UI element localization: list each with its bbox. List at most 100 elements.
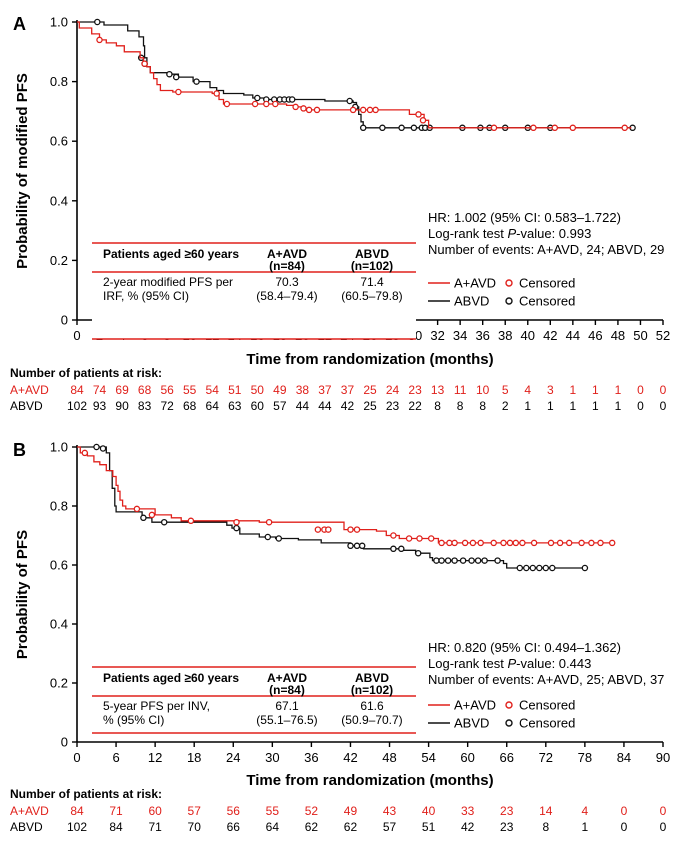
risk-count-abvd: 0 bbox=[621, 820, 628, 834]
table-col1-n: (n=84) bbox=[269, 259, 305, 273]
x-tick-label: 6 bbox=[112, 750, 119, 765]
risk-count-abvd: 1 bbox=[592, 399, 599, 413]
risk-count-abvd: 23 bbox=[500, 820, 514, 834]
censor-mark-abvd bbox=[93, 443, 100, 451]
risk-count-avd: 56 bbox=[227, 804, 241, 818]
x-tick-label: 38 bbox=[498, 328, 512, 343]
risk-count-abvd: 57 bbox=[273, 399, 287, 413]
p-symbol: P bbox=[508, 226, 517, 241]
table-row-label: % (95% CI) bbox=[103, 713, 164, 727]
risk-count-avd: 84 bbox=[70, 804, 84, 818]
hr-text: HR: 0.820 (95% CI: 0.494–1.362) bbox=[428, 640, 621, 655]
table-col2-ci: (50.9–70.7) bbox=[341, 713, 402, 727]
risk-count-abvd: 66 bbox=[227, 820, 241, 834]
legend-censored-avd: Censored bbox=[519, 276, 575, 291]
logrank-text: Log-rank test P-value: 0.443 bbox=[428, 656, 591, 671]
censor-mark-avd bbox=[213, 90, 220, 97]
censor-mark-avd bbox=[530, 539, 538, 547]
censor-mark-abvd bbox=[166, 70, 173, 78]
legend-censor-avd bbox=[505, 279, 513, 287]
censor-mark-abvd bbox=[99, 445, 107, 452]
risk-count-avd: 69 bbox=[115, 383, 129, 397]
table-row-label: 2-year modified PFS per bbox=[103, 275, 233, 289]
risk-count-avd: 49 bbox=[344, 804, 358, 818]
table-header: Patients aged ≥60 years bbox=[103, 247, 239, 261]
censor-mark-abvd bbox=[398, 545, 405, 553]
censor-mark-avd bbox=[477, 539, 484, 547]
x-tick-label: 84 bbox=[617, 750, 631, 765]
censor-mark-abvd bbox=[549, 564, 556, 572]
censor-mark-avd bbox=[325, 526, 332, 533]
censor-mark-abvd bbox=[346, 97, 353, 105]
risk-count-avd: 43 bbox=[383, 804, 397, 818]
events-text: Number of events: A+AVD, 24; ABVD, 29 bbox=[428, 242, 664, 257]
censor-mark-avd bbox=[372, 106, 379, 114]
risk-count-avd: 24 bbox=[386, 383, 400, 397]
risk-count-abvd: 51 bbox=[422, 820, 436, 834]
censor-mark-avd bbox=[569, 124, 577, 132]
risk-count-abvd: 102 bbox=[67, 399, 87, 413]
x-tick-label: 48 bbox=[611, 328, 625, 343]
risk-count-avd: 54 bbox=[206, 383, 220, 397]
censor-mark-avd bbox=[313, 106, 321, 114]
censor-mark-abvd bbox=[474, 557, 482, 564]
censor-mark-avd bbox=[292, 103, 299, 111]
censor-mark-avd bbox=[349, 106, 357, 114]
censor-mark-avd bbox=[272, 100, 279, 108]
logrank-prefix: Log-rank test bbox=[428, 226, 508, 241]
risk-count-avd: 1 bbox=[615, 383, 622, 397]
legend-censor-avd bbox=[505, 701, 513, 709]
risk-count-abvd: 44 bbox=[296, 399, 310, 413]
x-tick-label: 44 bbox=[566, 328, 580, 343]
censor-mark-abvd bbox=[193, 78, 200, 85]
censor-mark-abvd bbox=[542, 564, 550, 572]
x-tick-label: 48 bbox=[382, 750, 396, 765]
logrank-value: -value: 0.993 bbox=[516, 226, 591, 241]
censor-mark-abvd bbox=[140, 514, 147, 522]
censor-mark-avd bbox=[469, 539, 477, 547]
risk-count-abvd: 1 bbox=[570, 399, 577, 413]
censor-mark-abvd bbox=[433, 557, 440, 564]
censor-mark-avd bbox=[233, 518, 240, 526]
y-tick-label: 0.2 bbox=[50, 253, 68, 268]
risk-count-avd: 51 bbox=[228, 383, 242, 397]
risk-count-avd: 0 bbox=[660, 383, 667, 397]
censor-mark-abvd bbox=[359, 124, 367, 132]
risk-count-abvd: 60 bbox=[251, 399, 265, 413]
risk-count-abvd: 42 bbox=[341, 399, 355, 413]
censor-mark-avd bbox=[578, 539, 585, 547]
censor-mark-avd bbox=[415, 111, 422, 118]
table-col1-ci: (58.4–79.4) bbox=[256, 289, 317, 303]
censor-mark-avd bbox=[359, 106, 367, 114]
legend-censored-abvd: Censored bbox=[519, 294, 575, 309]
logrank-text: Log-rank test P-value: 0.993 bbox=[428, 226, 591, 241]
censor-mark-avd bbox=[314, 526, 322, 533]
censor-mark-abvd bbox=[275, 535, 283, 542]
y-tick-label: 0.4 bbox=[50, 617, 68, 632]
x-tick-label: 36 bbox=[304, 750, 318, 765]
censor-mark-avd bbox=[519, 539, 526, 547]
table-col1-ci: (55.1–76.5) bbox=[256, 713, 317, 727]
y-tick-label: 0.8 bbox=[50, 74, 68, 89]
x-tick-label: 50 bbox=[633, 328, 647, 343]
censor-mark-abvd bbox=[254, 94, 261, 102]
censor-mark-avd bbox=[597, 539, 604, 547]
x-tick-label: 18 bbox=[187, 750, 201, 765]
risk-count-abvd: 93 bbox=[93, 399, 107, 413]
risk-count-abvd: 23 bbox=[386, 399, 400, 413]
risk-count-abvd: 42 bbox=[461, 820, 475, 834]
risk-count-abvd: 71 bbox=[148, 820, 162, 834]
censor-mark-abvd bbox=[581, 564, 589, 572]
summary-table bbox=[92, 243, 416, 339]
risk-count-abvd: 62 bbox=[305, 820, 319, 834]
risk-count-avd: 1 bbox=[570, 383, 577, 397]
risk-count-avd: 55 bbox=[183, 383, 197, 397]
censor-mark-abvd bbox=[398, 124, 405, 132]
x-tick-label: 54 bbox=[421, 750, 435, 765]
risk-count-abvd: 84 bbox=[109, 820, 123, 834]
censor-mark-avd bbox=[446, 539, 453, 547]
x-tick-label: 60 bbox=[460, 750, 474, 765]
table-col1-name: A+AVD bbox=[267, 671, 307, 685]
censor-mark-abvd bbox=[414, 549, 422, 557]
y-tick-label: 0.6 bbox=[50, 134, 68, 149]
